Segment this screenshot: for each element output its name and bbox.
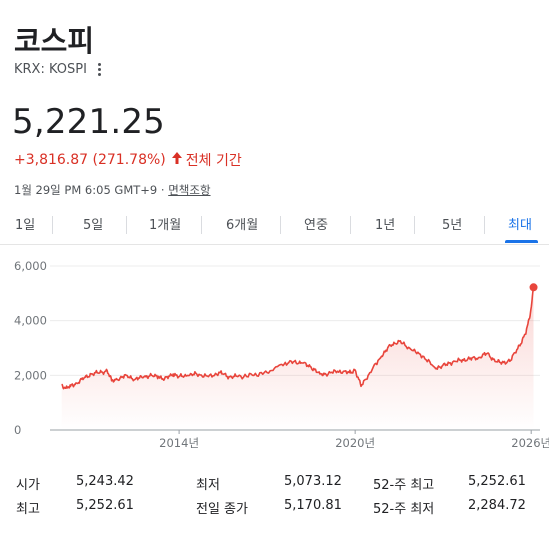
tab-divider bbox=[201, 216, 202, 234]
series-line bbox=[61, 287, 535, 390]
tab-1y[interactable]: 1년 bbox=[375, 218, 396, 233]
tab-6m[interactable]: 6개월 bbox=[226, 218, 259, 233]
selected-tab-indicator bbox=[505, 240, 538, 243]
x-tick-label: 2014년 bbox=[159, 436, 199, 450]
change-value: +3,816.87 (271.78%) bbox=[14, 152, 166, 168]
stat-label-prev-close: 전일 종가 bbox=[196, 502, 248, 517]
tab-divider bbox=[414, 216, 415, 234]
stat-label-low: 최저 bbox=[196, 478, 220, 493]
price-change: +3,816.87 (271.78%) 전체 기간 bbox=[14, 150, 242, 170]
page-title: 코스피 bbox=[14, 24, 95, 58]
y-tick-label: 6,000 bbox=[14, 259, 47, 273]
y-tick-label: 0 bbox=[14, 423, 21, 437]
tab-5y[interactable]: 5년 bbox=[442, 218, 463, 233]
ticker-symbol: KRX: KOSPI bbox=[14, 62, 87, 77]
tab-max[interactable]: 최대 bbox=[508, 218, 532, 233]
more-vert-icon[interactable] bbox=[97, 63, 103, 76]
tab-divider bbox=[52, 216, 53, 234]
stat-value-52w-high: 5,252.61 bbox=[468, 474, 526, 489]
last-point-marker bbox=[529, 283, 538, 292]
price-chart[interactable]: 6,000 4,000 2,000 0 2014년 2020년 2026년 bbox=[0, 252, 549, 457]
tab-divider bbox=[350, 216, 351, 234]
tab-divider bbox=[126, 216, 127, 234]
tab-1d[interactable]: 1일 bbox=[15, 218, 36, 233]
tab-1m[interactable]: 1개월 bbox=[149, 218, 182, 233]
disclaimer-link[interactable]: 면책조항 bbox=[168, 183, 211, 197]
y-tick-label: 2,000 bbox=[14, 368, 47, 382]
timestamp: 1월 29일 PM 6:05 GMT+9 · bbox=[14, 183, 169, 197]
stats-row: 최고 5,252.61 전일 종가 5,170.81 52-주 최저 2,284… bbox=[0, 498, 549, 518]
x-tick-label: 2026년 bbox=[511, 436, 549, 450]
stat-value-high: 5,252.61 bbox=[76, 498, 134, 513]
stat-value-52w-low: 2,284.72 bbox=[468, 498, 526, 513]
x-tick-label: 2020년 bbox=[335, 436, 375, 450]
tab-5d[interactable]: 5일 bbox=[83, 218, 104, 233]
stat-label-52w-high: 52-주 최고 bbox=[373, 478, 435, 493]
stat-value-prev-close: 5,170.81 bbox=[284, 498, 342, 513]
stat-value-open: 5,243.42 bbox=[76, 474, 134, 489]
tab-divider bbox=[280, 216, 281, 234]
stat-label-high: 최고 bbox=[16, 502, 40, 517]
y-tick-label: 4,000 bbox=[14, 314, 47, 328]
timestamp-row: 1월 29일 PM 6:05 GMT+9 · 면책조항 bbox=[14, 182, 211, 198]
stat-value-low: 5,073.12 bbox=[284, 474, 342, 489]
tab-ytd[interactable]: 연중 bbox=[304, 218, 328, 233]
range-tabs: 1일 5일 1개월 6개월 연중 1년 5년 최대 bbox=[0, 206, 549, 245]
stats-row: 시가 5,243.42 최저 5,073.12 52-주 최고 5,252.61 bbox=[0, 474, 549, 494]
tab-divider bbox=[484, 216, 485, 234]
series-area bbox=[61, 287, 534, 430]
current-price: 5,221.25 bbox=[12, 102, 166, 142]
stat-label-open: 시가 bbox=[16, 478, 40, 493]
stat-label-52w-low: 52-주 최저 bbox=[373, 502, 435, 517]
ticker-row: KRX: KOSPI bbox=[14, 62, 103, 77]
period-label: 전체 기간 bbox=[185, 153, 242, 169]
arrow-up-icon bbox=[171, 152, 182, 168]
